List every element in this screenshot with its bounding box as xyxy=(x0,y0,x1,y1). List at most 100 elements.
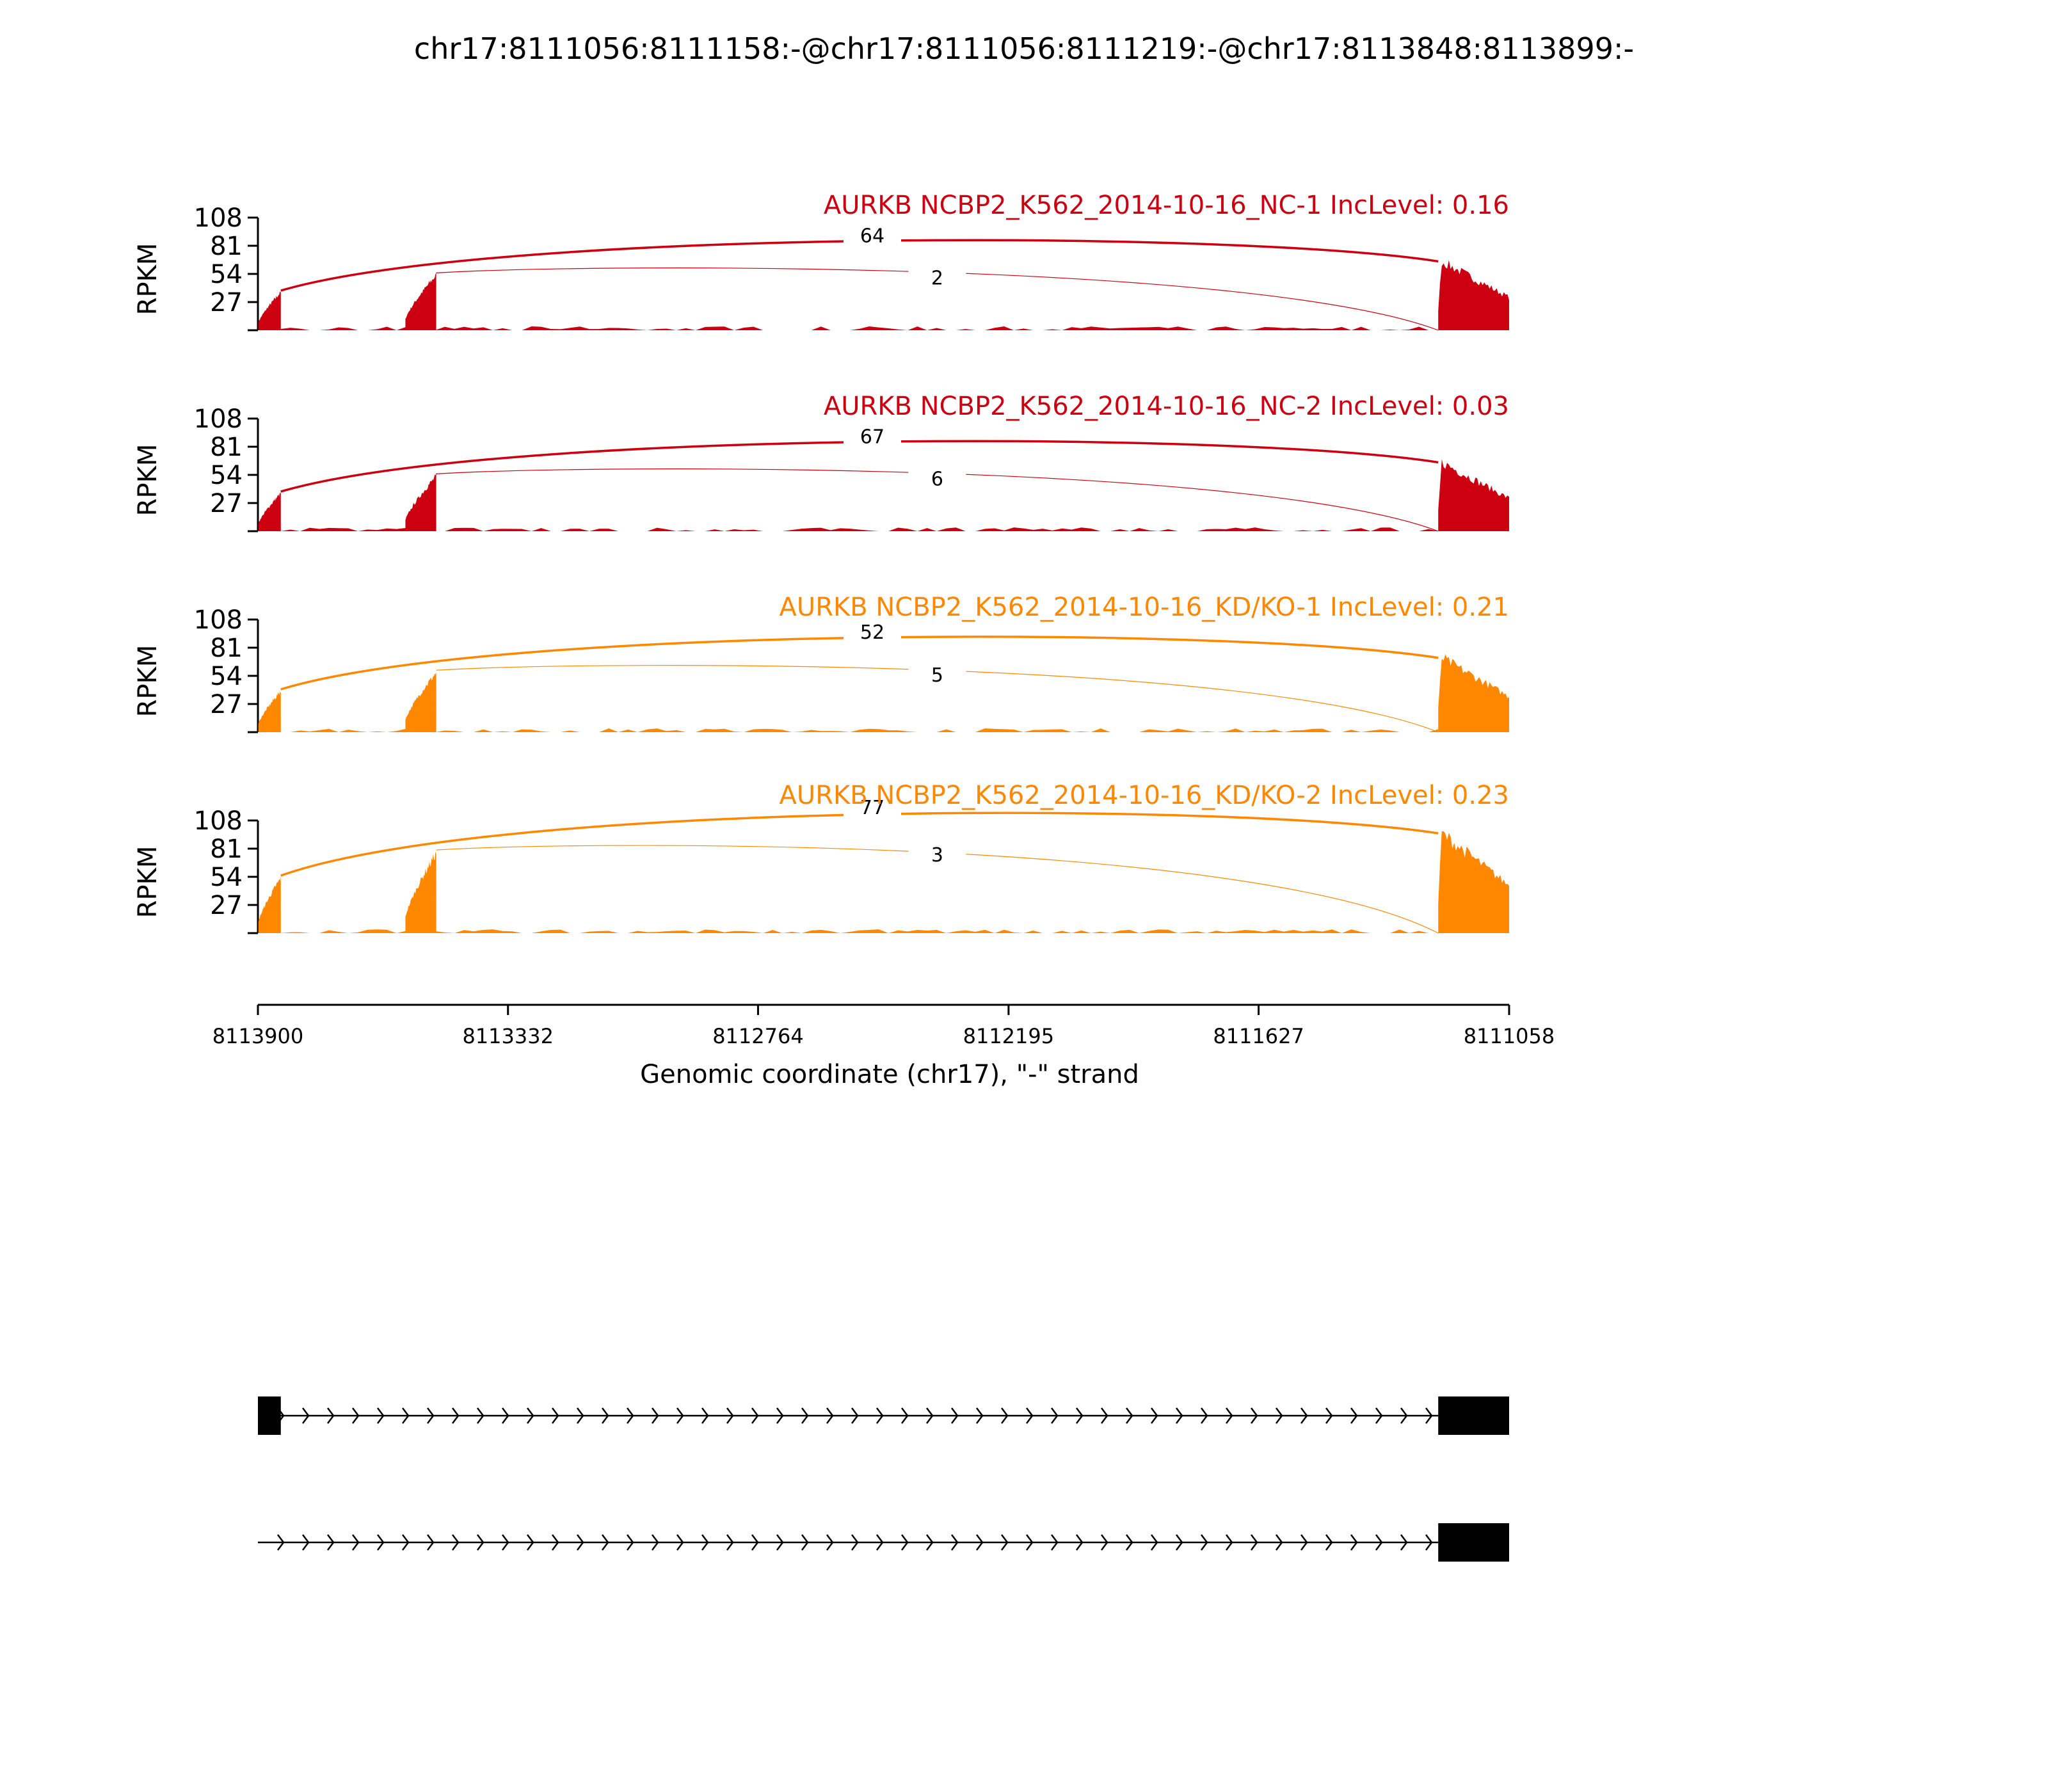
junction-label-bg xyxy=(844,223,902,246)
junction-label-bg xyxy=(908,842,966,866)
strand-arrow xyxy=(876,1534,884,1551)
strand-arrow xyxy=(901,1534,909,1551)
strand-arrow xyxy=(452,1534,460,1551)
strand-arrow xyxy=(1026,1407,1034,1424)
junction-count: 64 xyxy=(860,225,884,247)
coverage-area xyxy=(1438,459,1509,531)
y-tick-label: 54 xyxy=(210,863,243,892)
strand-arrow xyxy=(1076,1534,1084,1551)
strand-arrow xyxy=(402,1534,410,1551)
strand-arrow xyxy=(1226,1407,1233,1424)
strand-arrow xyxy=(1001,1407,1009,1424)
y-tick-label: 27 xyxy=(210,288,243,317)
x-tick-label: 8113900 xyxy=(212,1024,304,1048)
coverage-area xyxy=(258,875,281,933)
y-axis-label: RPKM xyxy=(133,846,163,918)
strand-arrow xyxy=(1001,1534,1009,1551)
strand-arrow xyxy=(776,1534,784,1551)
junction-arc xyxy=(280,812,1439,877)
strand-arrow xyxy=(676,1534,684,1551)
strand-arrow xyxy=(277,1534,285,1551)
strand-arrow xyxy=(302,1407,310,1424)
y-tick-label: 81 xyxy=(210,433,243,462)
strand-arrow xyxy=(352,1407,360,1424)
coverage-area xyxy=(405,472,436,531)
strand-arrow xyxy=(552,1534,559,1551)
strand-arrow xyxy=(951,1407,959,1424)
y-tick-label: 54 xyxy=(210,461,243,490)
coverage-area xyxy=(258,291,281,330)
panel-title: AURKB NCBP2_K562_2014-10-16_KD/KO-2 IncL… xyxy=(780,781,1509,810)
junction-count: 67 xyxy=(860,426,884,448)
strand-arrow xyxy=(1051,1534,1059,1551)
panel-title: AURKB NCBP2_K562_2014-10-16_KD/KO-1 IncL… xyxy=(780,593,1509,622)
strand-arrow xyxy=(577,1534,584,1551)
junction-arc xyxy=(280,440,1439,493)
strand-arrow xyxy=(1051,1407,1059,1424)
strand-arrow xyxy=(976,1407,984,1424)
coverage-area xyxy=(1438,654,1509,732)
strand-arrow xyxy=(527,1534,534,1551)
strand-arrow xyxy=(477,1534,484,1551)
intron-coverage xyxy=(280,728,1439,732)
strand-arrow xyxy=(801,1534,809,1551)
strand-arrow xyxy=(1350,1534,1358,1551)
x-tick-label: 8112195 xyxy=(963,1024,1055,1048)
y-axis-label: RPKM xyxy=(133,645,163,717)
strand-arrow xyxy=(627,1534,634,1551)
y-tick-label: 54 xyxy=(210,260,243,289)
y-tick-label: 108 xyxy=(194,204,243,233)
strand-arrow xyxy=(751,1534,759,1551)
intron-coverage xyxy=(280,326,1439,330)
strand-arrow xyxy=(1076,1407,1084,1424)
x-tick-label: 8111627 xyxy=(1213,1024,1304,1048)
strand-arrow xyxy=(726,1407,734,1424)
y-tick-label: 54 xyxy=(210,662,243,691)
strand-arrow xyxy=(352,1534,360,1551)
junction-count: 52 xyxy=(860,621,884,644)
strand-arrow xyxy=(302,1534,310,1551)
isoform-1 xyxy=(258,1396,1509,1435)
strand-arrow xyxy=(701,1534,709,1551)
strand-arrow xyxy=(826,1407,834,1424)
strand-arrow xyxy=(602,1534,609,1551)
junction-arc xyxy=(280,636,1439,691)
strand-arrow xyxy=(1151,1534,1158,1551)
y-tick-label: 81 xyxy=(210,634,243,663)
coverage-area xyxy=(405,272,436,330)
strand-arrow xyxy=(726,1534,734,1551)
strand-arrow xyxy=(926,1534,934,1551)
strand-arrow xyxy=(1226,1534,1233,1551)
strand-arrow xyxy=(1276,1534,1283,1551)
strand-arrow xyxy=(876,1407,884,1424)
junction-count: 77 xyxy=(860,797,884,819)
strand-arrow xyxy=(1425,1534,1433,1551)
strand-arrow xyxy=(1425,1407,1433,1424)
strand-arrow xyxy=(1300,1534,1308,1551)
strand-arrow xyxy=(1375,1534,1383,1551)
junction-label-bg xyxy=(908,662,966,686)
chart-title: chr17:8111056:8111158:-@chr17:8111056:81… xyxy=(414,31,1634,66)
isoform-2 xyxy=(258,1523,1509,1562)
strand-arrow xyxy=(1101,1534,1108,1551)
strand-arrow xyxy=(976,1534,984,1551)
strand-arrow xyxy=(676,1407,684,1424)
strand-arrow xyxy=(1251,1407,1258,1424)
y-tick-label: 108 xyxy=(194,605,243,635)
strand-arrow xyxy=(652,1534,659,1551)
strand-arrow xyxy=(1201,1534,1208,1551)
strand-arrow xyxy=(552,1407,559,1424)
strand-arrow xyxy=(1151,1407,1158,1424)
coverage-area xyxy=(258,492,281,531)
strand-arrow xyxy=(701,1407,709,1424)
junction-label-bg xyxy=(908,466,966,490)
strand-arrow xyxy=(776,1407,784,1424)
y-axis-label: RPKM xyxy=(133,243,163,316)
strand-arrow xyxy=(801,1407,809,1424)
exon-block xyxy=(1438,1396,1509,1435)
x-tick-label: 8112764 xyxy=(712,1024,804,1048)
